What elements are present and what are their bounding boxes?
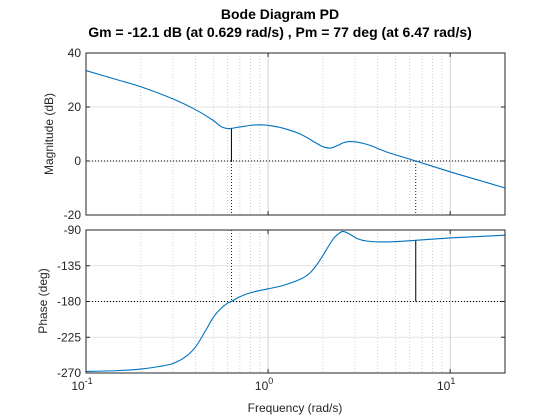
magnitude-y-tick-labels: -20 0 20 40	[64, 46, 505, 222]
x-tick-label: 100	[255, 376, 273, 393]
phase-y-tick-labels: -270 -225 -180 -135 -90	[57, 223, 505, 380]
x-tick-label: 10-1	[71, 376, 92, 393]
x-tick-labels: 10-1 100 101	[71, 376, 455, 393]
magnitude-curve	[85, 70, 506, 189]
x-tick-label: 101	[437, 376, 455, 393]
magnitude-margin-markers	[230, 128, 417, 215]
phase-y-tick-label: -270	[57, 366, 81, 380]
phase-panel: -270 -225 -180 -135 -90 Phase (deg)	[36, 223, 506, 380]
magnitude-y-tick-label: 0	[74, 154, 81, 168]
magnitude-axes-box	[85, 52, 506, 216]
chart-title: Bode Diagram PD	[220, 6, 340, 22]
x-axis-label: Frequency (rad/s)	[248, 401, 343, 415]
chart-subtitle: Gm = -12.1 dB (at 0.629 rad/s) , Pm = 77…	[88, 24, 472, 40]
magnitude-panel: -20 0 20 40 Magnitude (dB)	[42, 46, 506, 222]
magnitude-y-tick-label: 20	[68, 100, 82, 114]
phase-y-tick-label: -135	[57, 259, 81, 273]
phase-y-tick-label: -225	[57, 330, 81, 344]
phase-margin-markers	[230, 230, 417, 302]
magnitude-y-axis-label: Magnitude (dB)	[42, 93, 56, 175]
magnitude-plot-area	[86, 53, 505, 215]
phase-y-tick-label: -180	[57, 295, 81, 309]
magnitude-y-tick-label: -20	[64, 208, 82, 222]
magnitude-y-tick-label: 40	[68, 46, 82, 60]
phase-y-tick-label: -90	[64, 223, 82, 237]
phase-y-axis-label: Phase (deg)	[36, 268, 50, 333]
phase-curve	[85, 230, 506, 372]
